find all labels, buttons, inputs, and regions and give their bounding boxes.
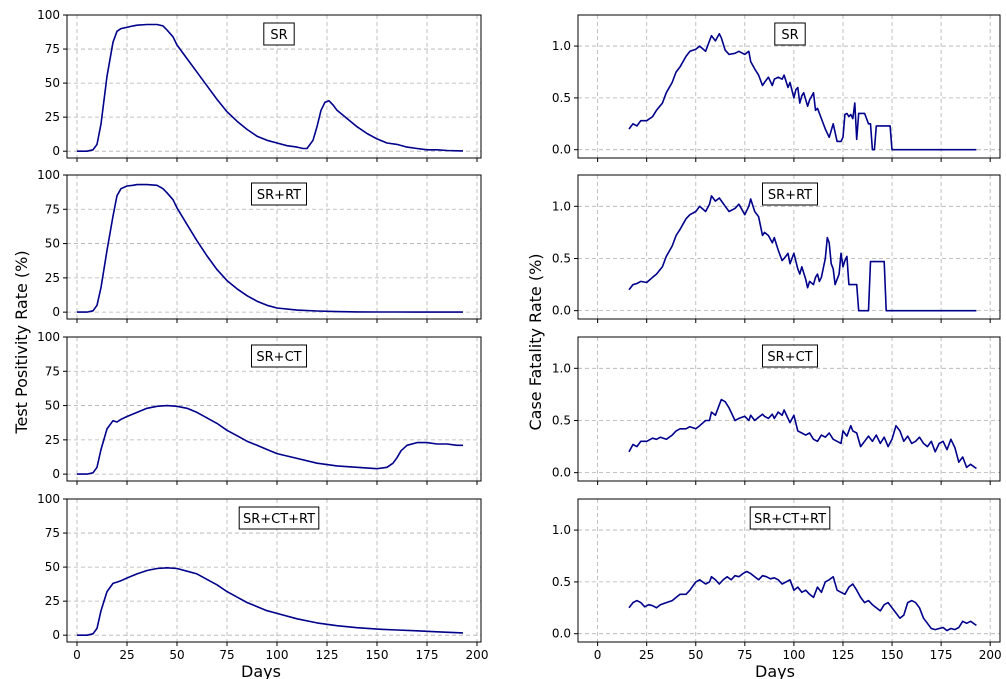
x-tick-label: 50 — [688, 648, 703, 662]
x-tick-label: 175 — [416, 648, 439, 662]
panel-left-4: 0 25 50 75 100 125 150 175 200 0 25 50 75 100 SR+CT+RT — [37, 492, 488, 662]
panels-group: 0 25 50 75 100 SR 0 25 50 75 100 SR+RT 0 25 50 75 100 SR+… — [37, 8, 1002, 662]
x-tick-label: 75 — [737, 648, 752, 662]
x-tick-label: 50 — [169, 648, 184, 662]
y-tick-label: 1.0 — [552, 523, 571, 537]
y-tick-label: 0 — [52, 467, 60, 481]
panel-left-3: 0 25 50 75 100 SR+CT — [37, 330, 482, 485]
panel-left-1: 0 25 50 75 100 SR — [37, 8, 482, 162]
panel-label: SR — [781, 28, 798, 43]
x-tick-label: 150 — [366, 648, 389, 662]
y-tick-label: 75 — [45, 526, 60, 540]
right-y-axis-label: Case Fatality Rate (%) — [526, 253, 545, 430]
series-line — [77, 183, 463, 313]
panel-right-2: 0.0 0.5 1.0 SR+RT — [552, 174, 1001, 323]
y-tick-label: 50 — [45, 237, 60, 251]
x-tick-label: 0 — [594, 648, 602, 662]
y-tick-label: 0.0 — [552, 627, 571, 641]
y-tick-label: 100 — [37, 492, 60, 506]
axes-frame — [66, 498, 482, 643]
panel-label: SR+CT+RT — [754, 512, 826, 527]
x-tick-label: 25 — [639, 648, 654, 662]
series-line — [77, 566, 464, 637]
x-tick-label: 200 — [466, 648, 489, 662]
left-y-axis-label: Test Positivity Rate (%) — [12, 250, 31, 434]
panel-right-3: 0.0 0.5 1.0 SR+CT — [552, 336, 1001, 485]
y-tick-label: 1.0 — [552, 361, 571, 375]
panel-label: SR — [270, 28, 287, 43]
panel-label-box — [762, 182, 818, 206]
x-tick-label: 125 — [832, 648, 855, 662]
x-tick-label: 75 — [219, 648, 234, 662]
y-tick-label: 50 — [45, 560, 60, 574]
x-tick-label: 125 — [316, 648, 339, 662]
axes-frame — [577, 498, 1001, 643]
panel-label-box — [774, 22, 806, 46]
right-x-axis-label: Days — [755, 662, 795, 679]
y-tick-label: 0 — [52, 144, 60, 158]
y-tick-label: 75 — [45, 364, 60, 378]
y-tick-label: 0.5 — [552, 575, 571, 589]
y-tick-label: 25 — [45, 271, 60, 285]
y-tick-label: 0.0 — [552, 143, 571, 157]
panel-label: SR+CT — [767, 350, 812, 365]
y-tick-label: 100 — [37, 330, 60, 344]
panel-left-2: 0 25 50 75 100 SR+RT — [37, 168, 482, 323]
y-tick-label: 25 — [45, 110, 60, 124]
panel-label-box — [749, 506, 831, 530]
series-line — [628, 398, 977, 470]
y-tick-label: 0.5 — [552, 413, 571, 427]
x-tick-label: 150 — [881, 648, 904, 662]
y-tick-label: 100 — [37, 168, 60, 182]
axes-frame — [577, 336, 1001, 482]
panel-right-1: 0.0 0.5 1.0 SR — [552, 14, 1001, 162]
x-tick-label: 200 — [979, 648, 1002, 662]
panel-label: SR+CT+RT — [243, 512, 315, 527]
x-tick-label: 175 — [930, 648, 953, 662]
x-tick-label: 100 — [266, 648, 289, 662]
y-tick-label: 0.0 — [552, 304, 571, 318]
series-line — [628, 32, 977, 151]
y-tick-label: 0 — [52, 628, 60, 642]
x-tick-label: 100 — [782, 648, 805, 662]
series-line — [628, 570, 977, 632]
y-tick-label: 25 — [45, 594, 60, 608]
series-line — [628, 195, 977, 312]
left-x-axis-label: Days — [241, 662, 281, 679]
y-tick-label: 75 — [45, 42, 60, 56]
x-tick-label: 0 — [73, 648, 81, 662]
y-tick-label: 25 — [45, 433, 60, 447]
panel-label-box — [762, 344, 818, 368]
panel-label-box — [251, 182, 307, 206]
y-tick-label: 75 — [45, 202, 60, 216]
panel-right-4: 0 25 50 75 100 125 150 175 200 0.0 0.5 1.0 SR+CT+RT — [552, 498, 1002, 662]
series-line — [77, 404, 463, 475]
y-tick-label: 1.0 — [552, 199, 571, 213]
panel-label-box — [251, 344, 307, 368]
axes-frame — [577, 174, 1001, 320]
x-tick-label: 25 — [119, 648, 134, 662]
y-tick-label: 0.5 — [552, 91, 571, 105]
axes-frame — [66, 14, 482, 159]
y-tick-label: 0.0 — [552, 466, 571, 480]
panel-label: SR+RT — [768, 188, 812, 203]
axes-frame — [577, 14, 1001, 159]
y-tick-label: 0 — [52, 305, 60, 319]
y-tick-label: 0.5 — [552, 251, 571, 265]
y-tick-label: 50 — [45, 399, 60, 413]
panel-label: SR+CT — [256, 350, 301, 365]
panel-label: SR+RT — [257, 188, 301, 203]
series-line — [77, 23, 464, 152]
axes-frame — [66, 336, 482, 482]
y-tick-label: 50 — [45, 76, 60, 90]
axes-frame — [66, 174, 482, 320]
panel-label-box — [238, 506, 320, 530]
panel-label-box — [263, 22, 295, 46]
y-tick-label: 100 — [37, 8, 60, 22]
y-tick-label: 1.0 — [552, 39, 571, 53]
